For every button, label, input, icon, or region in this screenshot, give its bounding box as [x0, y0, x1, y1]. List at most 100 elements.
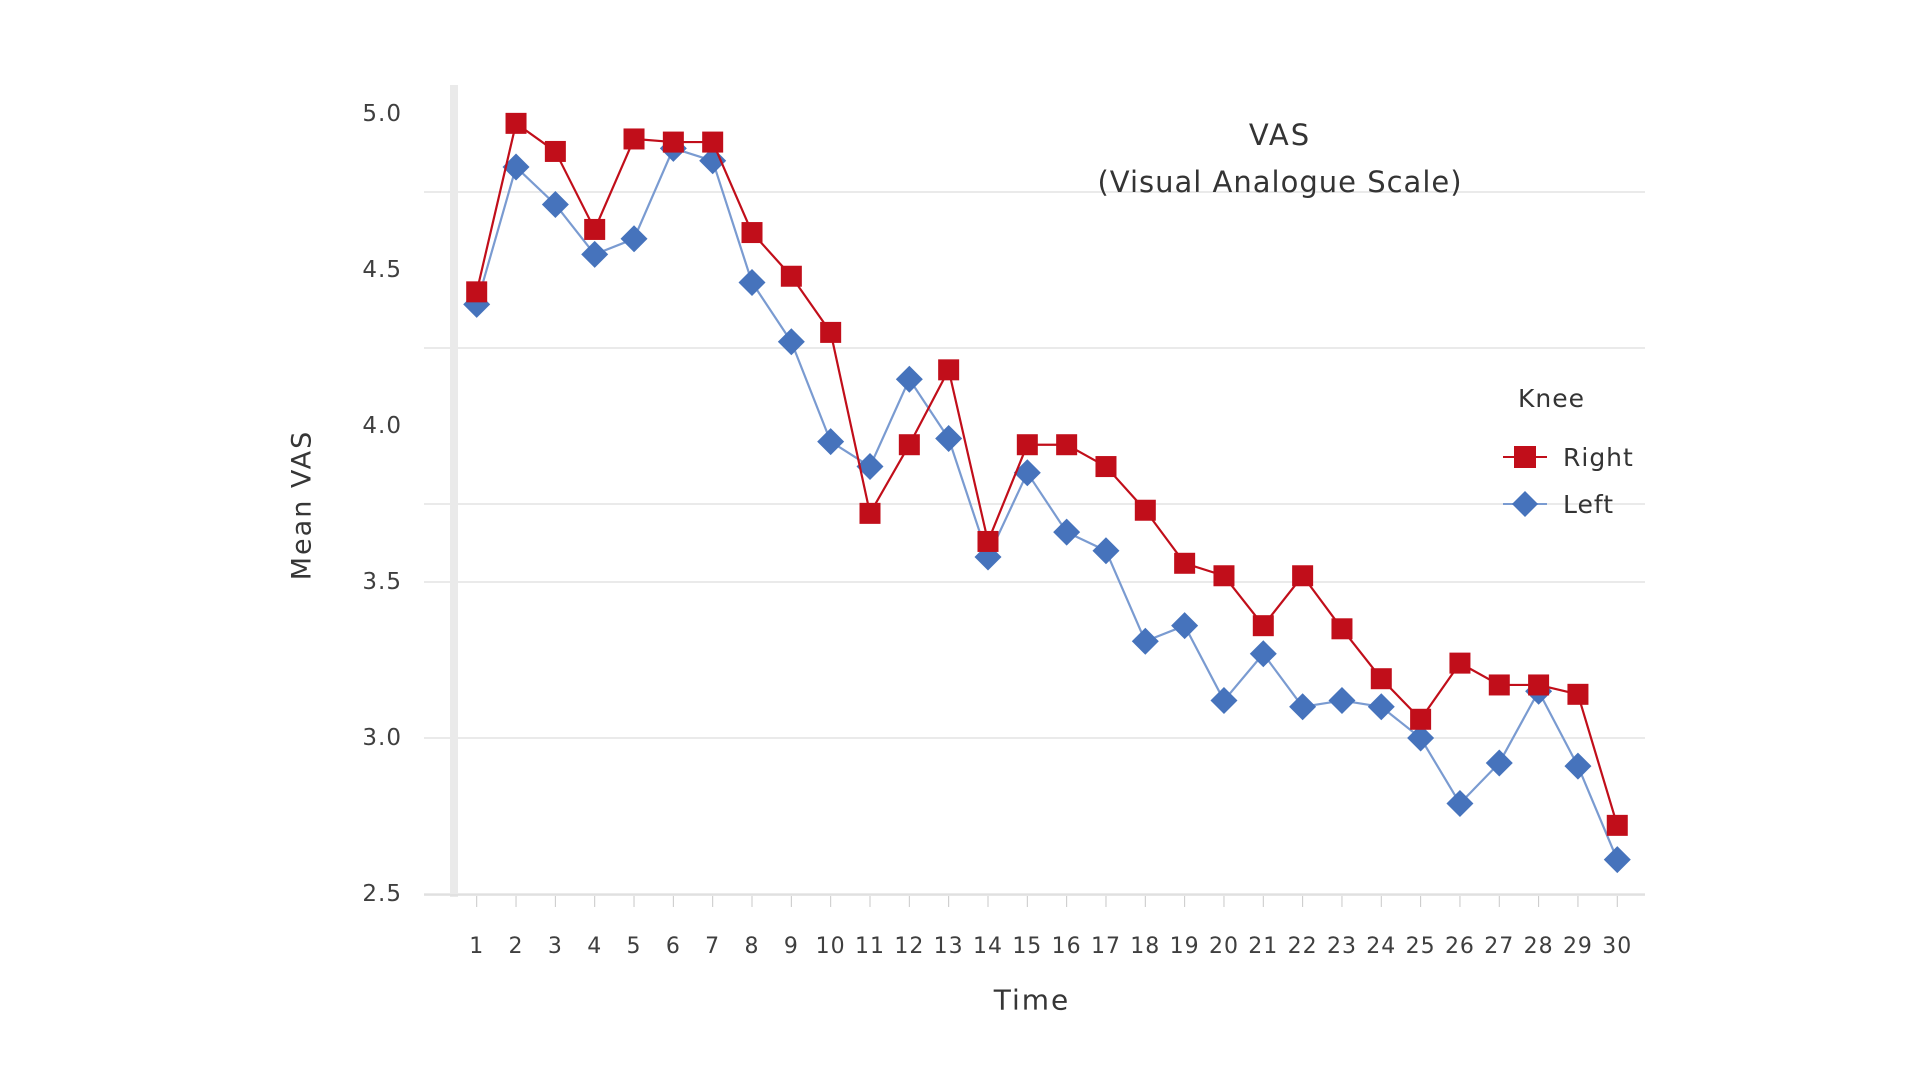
- x-axis-title: Time: [993, 983, 1071, 1017]
- y-axis-line: [450, 85, 458, 897]
- chart-title-block: VAS (Visual Analogue Scale): [1080, 118, 1480, 199]
- legend-item-left: Left: [1503, 489, 1615, 519]
- x-tick-label: 7: [705, 934, 721, 959]
- data-point-left: [856, 453, 884, 481]
- x-tick-label: 27: [1484, 934, 1515, 959]
- series-line-right: [475, 122, 1619, 826]
- data-point-right: [623, 128, 645, 150]
- data-point-right: [702, 131, 724, 153]
- data-point-left: [895, 365, 923, 393]
- data-point-left: [1013, 459, 1041, 487]
- x-tick-label: 19: [1169, 934, 1200, 959]
- x-tick-label: 17: [1090, 934, 1121, 959]
- data-point-right: [1213, 565, 1235, 587]
- data-point-left: [1289, 693, 1317, 721]
- data-point-right: [1016, 434, 1038, 456]
- data-point-left: [1446, 790, 1474, 818]
- x-tick-label: 13: [933, 934, 964, 959]
- x-tick-label: 10: [815, 934, 846, 959]
- data-point-right: [1095, 456, 1117, 478]
- legend-item-right: Right: [1503, 442, 1634, 472]
- y-tick-label: 4.5: [362, 257, 402, 283]
- x-tick-label: 1: [469, 934, 485, 959]
- x-tick-label: 26: [1444, 934, 1475, 959]
- y-tick-label: 2.5: [362, 881, 402, 907]
- x-tick-label: 24: [1366, 934, 1397, 959]
- x-tick-label: 18: [1130, 934, 1161, 959]
- data-point-left: [1407, 724, 1435, 752]
- data-point-left: [738, 268, 766, 296]
- x-tick-label: 12: [894, 934, 925, 959]
- chart-title: VAS: [1248, 118, 1312, 152]
- data-point-left: [541, 190, 569, 218]
- data-point-right: [977, 530, 999, 552]
- data-point-right: [859, 502, 881, 524]
- data-point-right: [1134, 499, 1156, 521]
- data-point-right: [741, 222, 763, 244]
- data-point-right: [1056, 434, 1078, 456]
- data-point-left: [935, 424, 963, 452]
- y-axis-title: Mean VAS: [286, 429, 318, 581]
- data-point-left: [1603, 846, 1631, 874]
- data-point-left: [777, 328, 805, 356]
- left-series-marker-icon: [1503, 491, 1547, 517]
- data-point-right: [780, 265, 802, 287]
- legend-label-left: Left: [1563, 489, 1615, 519]
- data-point-right: [1331, 618, 1353, 640]
- x-tick-label: 14: [972, 934, 1003, 959]
- data-point-right: [1528, 674, 1550, 696]
- data-point-right: [1606, 814, 1628, 836]
- x-tick-label: 5: [626, 934, 642, 959]
- data-point-right: [584, 218, 606, 240]
- data-point-right: [898, 434, 920, 456]
- data-point-right: [1174, 552, 1196, 574]
- data-point-right: [1292, 565, 1314, 587]
- data-point-left: [1092, 537, 1120, 565]
- data-point-left: [1564, 752, 1592, 780]
- data-point-right: [505, 112, 527, 134]
- data-point-right: [544, 140, 566, 162]
- x-tick-label: 9: [783, 934, 799, 959]
- x-tick-label: 22: [1287, 934, 1318, 959]
- legend-label-right: Right: [1563, 442, 1634, 472]
- data-point-left: [699, 147, 727, 175]
- data-point-right: [938, 359, 960, 381]
- x-tick-label: 21: [1248, 934, 1279, 959]
- x-tick-label: 25: [1405, 934, 1436, 959]
- right-series-marker-icon: [1503, 446, 1547, 468]
- data-point-right: [1567, 683, 1589, 705]
- data-point-left: [1328, 687, 1356, 715]
- x-tick-label: 16: [1051, 934, 1082, 959]
- x-tick-label: 8: [744, 934, 760, 959]
- data-point-right: [466, 281, 488, 303]
- data-point-right: [1410, 708, 1432, 730]
- series-line-left: [475, 147, 1619, 861]
- chart-subtitle: (Visual Analogue Scale): [1097, 165, 1463, 199]
- x-tick-label: 15: [1012, 934, 1043, 959]
- x-tick-label: 6: [665, 934, 681, 959]
- y-tick-label: 5.0: [362, 101, 402, 127]
- x-tick-label: 20: [1208, 934, 1239, 959]
- data-point-left: [502, 153, 530, 181]
- y-tick-label: 4.0: [362, 413, 402, 439]
- data-point-left: [1367, 693, 1395, 721]
- x-tick-label: 23: [1326, 934, 1357, 959]
- data-point-left: [1249, 640, 1277, 668]
- x-tick-label: 30: [1602, 934, 1633, 959]
- data-point-left: [581, 240, 609, 268]
- data-point-left: [1210, 687, 1238, 715]
- data-point-right: [1488, 674, 1510, 696]
- data-point-left: [1171, 612, 1199, 640]
- data-point-left: [1485, 749, 1513, 777]
- x-tick-label: 2: [508, 934, 524, 959]
- x-tick-label: 11: [855, 934, 885, 959]
- y-tick-label: 3.0: [362, 725, 402, 751]
- data-point-right: [1370, 668, 1392, 690]
- data-point-right: [1252, 615, 1274, 637]
- data-point-left: [620, 225, 648, 253]
- x-tick-label: 4: [587, 934, 603, 959]
- x-tick-label: 29: [1562, 934, 1593, 959]
- data-point-right: [662, 131, 684, 153]
